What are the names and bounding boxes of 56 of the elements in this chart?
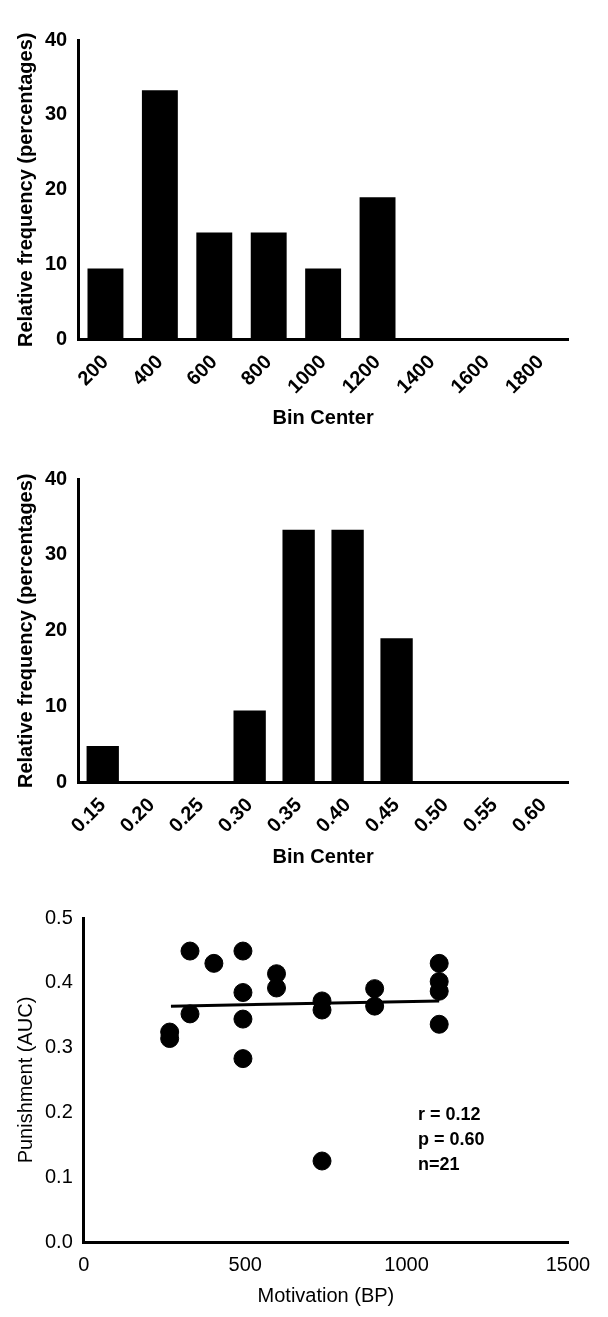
x-tick-label: 0.35 <box>262 793 306 837</box>
point <box>312 1151 332 1171</box>
y-tick-label: 0.1 <box>44 1164 73 1187</box>
x-tick-label: 500 <box>228 1252 262 1275</box>
point <box>365 996 385 1016</box>
y-tick-label: 0 <box>56 327 68 350</box>
y-tick-label: 0.3 <box>44 1035 73 1058</box>
point <box>429 1014 449 1034</box>
x-tick-label: 0.55 <box>458 793 502 837</box>
x-tick-label: 0.30 <box>213 793 257 837</box>
y-tick-label: 30 <box>45 542 68 565</box>
y-tick-label: 20 <box>45 618 68 641</box>
annotation: r = 0.12 <box>417 1103 481 1124</box>
x-tick-label: 600 <box>181 350 222 390</box>
point <box>233 983 253 1003</box>
y-tick-label: 30 <box>45 102 68 125</box>
point <box>204 953 224 973</box>
x-tick-label: 400 <box>127 350 167 390</box>
x-tick-label: 0.20 <box>115 793 159 837</box>
x-tick-label: 0.50 <box>409 793 453 837</box>
y-axis-title: Punishment (AUC) <box>13 996 36 1164</box>
y-tick-label: 40 <box>45 466 68 489</box>
x-tick-label: 1500 <box>545 1252 591 1275</box>
annotation: n=21 <box>417 1153 460 1174</box>
x-axis-title: Motivation (BP) <box>257 1283 395 1306</box>
point <box>429 953 449 973</box>
x-axis-title: Bin Center <box>272 405 374 428</box>
point <box>233 941 253 961</box>
x-tick-label: 0.15 <box>66 793 110 837</box>
annotation: p = 0.60 <box>417 1128 485 1149</box>
y-tick-label: 0.5 <box>44 905 73 928</box>
point <box>233 1009 253 1029</box>
x-tick-label: 0.40 <box>311 793 355 837</box>
point <box>180 941 200 961</box>
y-tick-label: 40 <box>45 27 68 50</box>
y-tick-label: 0.4 <box>44 970 73 993</box>
y-tick-label: 0.2 <box>44 1099 73 1122</box>
y-axis-title: Relative frequency (percentages) <box>13 473 36 789</box>
point <box>365 979 385 999</box>
x-tick-label: 200 <box>73 350 113 390</box>
y-tick-label: 0.0 <box>44 1229 73 1252</box>
y-tick-label: 0 <box>56 770 68 793</box>
point <box>267 978 287 998</box>
point <box>180 1004 200 1024</box>
point <box>233 1049 253 1069</box>
y-axis-title: Relative frequency (percentages) <box>13 32 36 348</box>
x-tick-label: 1000 <box>384 1252 429 1275</box>
x-tick-label: 0 <box>78 1252 90 1275</box>
y-tick-label: 10 <box>45 252 68 275</box>
x-tick-label: 0.25 <box>164 793 208 837</box>
x-tick-label: 800 <box>236 350 276 390</box>
x-tick-label: 0.45 <box>360 793 404 837</box>
y-tick-label: 10 <box>45 694 68 717</box>
y-tick-label: 20 <box>45 177 68 200</box>
x-axis-title: Bin Center <box>272 844 374 867</box>
x-tick-label: 0.60 <box>507 793 551 837</box>
